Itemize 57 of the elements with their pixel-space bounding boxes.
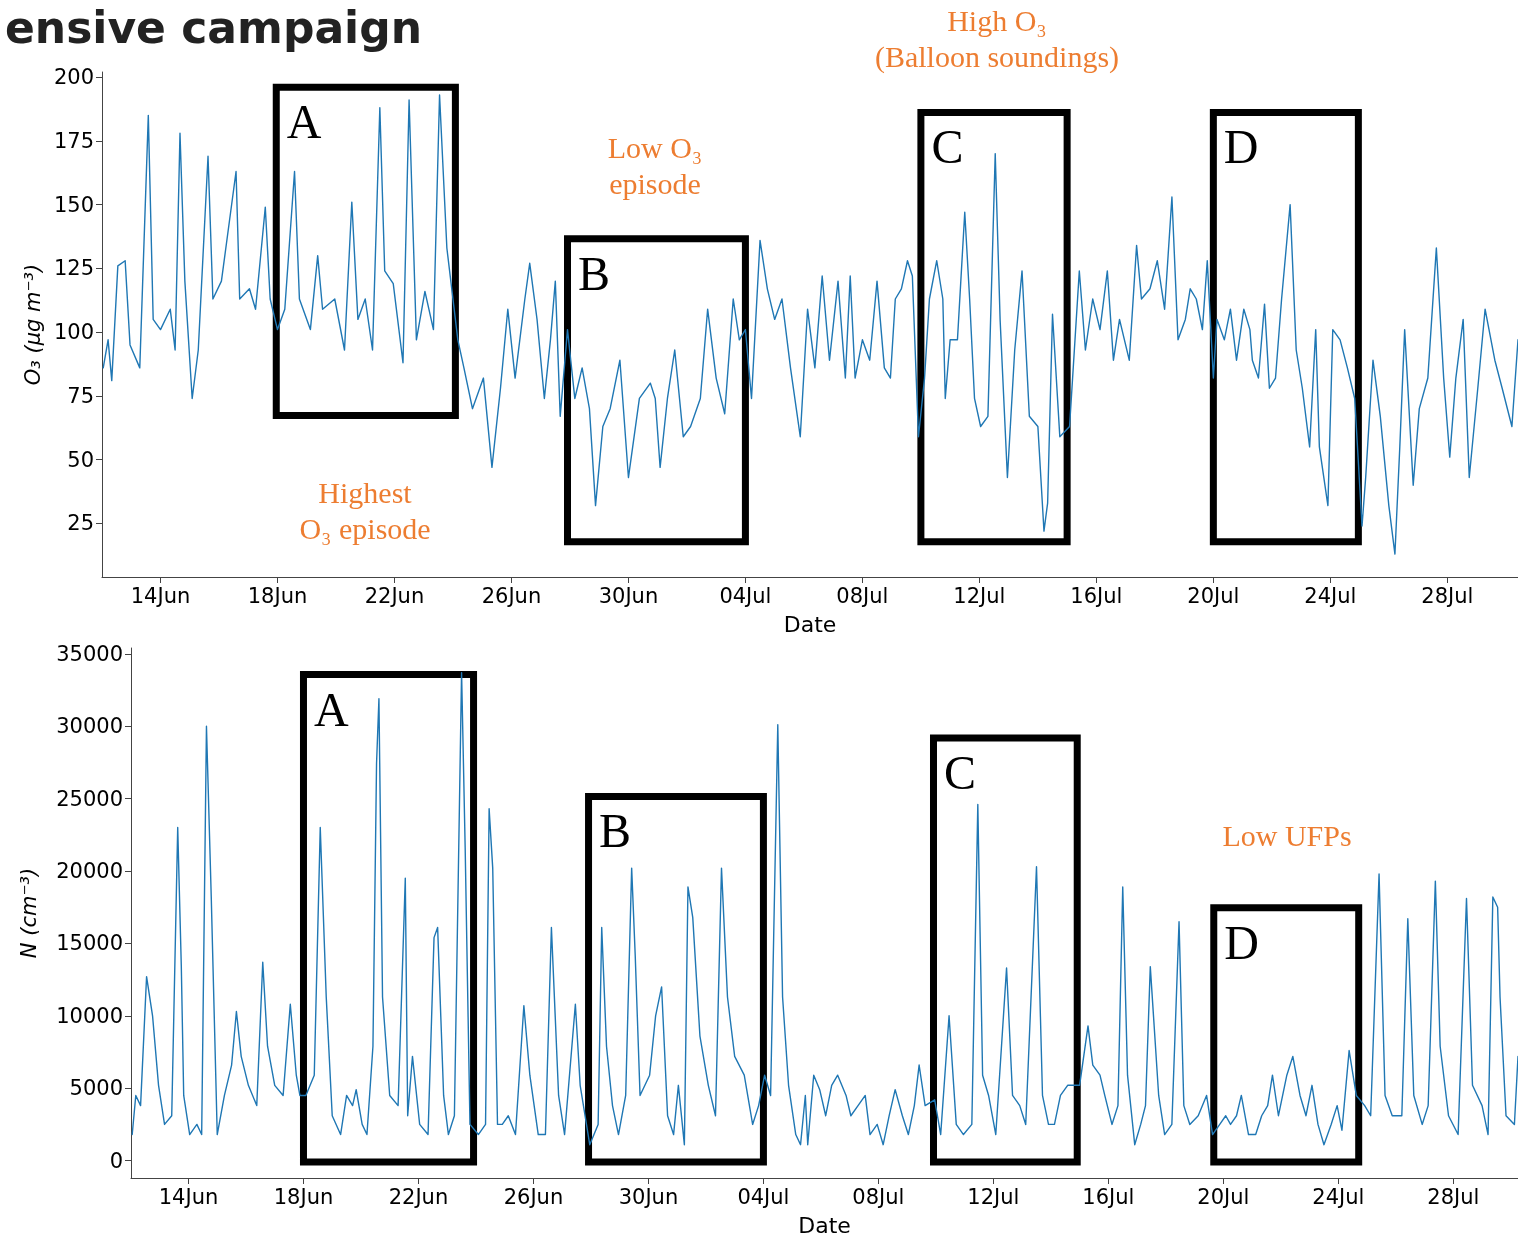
annotation: Low UFPs bbox=[1222, 818, 1352, 852]
x-tick-label: 12Jul bbox=[967, 1184, 1020, 1209]
x-tick-label: 20Jul bbox=[1187, 583, 1240, 608]
x-tick-label: 28Jul bbox=[1421, 583, 1474, 608]
y-tick-label: 125 bbox=[53, 256, 94, 281]
y-tick-label: 175 bbox=[53, 128, 94, 153]
y-tick-label: 10000 bbox=[56, 1003, 123, 1028]
x-tick-label: 16Jul bbox=[1082, 1184, 1135, 1209]
annotation: High O₃ (Balloon soundings) bbox=[874, 3, 1120, 74]
y-tick-label: 25000 bbox=[56, 786, 123, 811]
x-tick-label: 12Jul bbox=[953, 583, 1006, 608]
y-tick-label: 200 bbox=[53, 65, 94, 90]
x-tick-label: 18Jun bbox=[273, 1184, 334, 1209]
x-tick-label: 22Jun bbox=[364, 583, 425, 608]
x-tick-label: 04Jul bbox=[737, 1184, 790, 1209]
x-tick-label: 16Jul bbox=[1070, 583, 1123, 608]
band-label: D bbox=[1224, 915, 1259, 969]
band-label: C bbox=[931, 120, 964, 174]
x-tick-label: 14Jun bbox=[130, 583, 191, 608]
y-tick-label: 150 bbox=[53, 192, 94, 217]
y-axis-title: O₃ (μg m⁻³) bbox=[20, 263, 45, 386]
band-label: A bbox=[286, 95, 322, 149]
x-tick-label: 20Jul bbox=[1197, 1184, 1250, 1209]
y-tick-label: 15000 bbox=[56, 931, 123, 956]
x-tick-label: 08Jul bbox=[852, 1184, 905, 1209]
x-tick-label: 14Jun bbox=[158, 1184, 219, 1209]
y-tick-label: 75 bbox=[67, 383, 94, 408]
band-label: D bbox=[1223, 120, 1259, 174]
y-tick-label: 100 bbox=[53, 320, 94, 345]
y-tick-label: 5000 bbox=[69, 1076, 123, 1101]
x-tick-label: 04Jul bbox=[719, 583, 772, 608]
band-label: C bbox=[944, 746, 977, 800]
x-tick-label: 30Jun bbox=[598, 583, 659, 608]
x-tick-label: 24Jul bbox=[1304, 583, 1357, 608]
y-axis-title: N (cm⁻³) bbox=[16, 867, 41, 959]
band-label: B bbox=[578, 246, 611, 300]
y-tick-label: 25 bbox=[67, 511, 94, 536]
x-axis-title: Date bbox=[798, 1212, 851, 1238]
y-tick-label: 50 bbox=[67, 447, 94, 472]
y-tick-label: 20000 bbox=[56, 859, 123, 884]
x-tick-label: 28Jul bbox=[1427, 1184, 1480, 1209]
y-tick-label: 35000 bbox=[56, 641, 123, 666]
x-axis-title: Date bbox=[783, 611, 837, 637]
annotation: Low O₃ episode bbox=[607, 130, 703, 200]
x-tick-label: 26Jun bbox=[503, 1184, 564, 1209]
x-tick-label: 26Jun bbox=[481, 583, 542, 608]
x-tick-label: 18Jun bbox=[247, 583, 308, 608]
y-tick-label: 0 bbox=[109, 1148, 123, 1173]
band-label: A bbox=[313, 682, 349, 736]
x-tick-label: 30Jun bbox=[618, 1184, 679, 1209]
x-tick-label: 08Jul bbox=[836, 583, 889, 608]
y-tick-label: 30000 bbox=[56, 714, 123, 739]
chart-title: ensive campaign bbox=[5, 1, 422, 53]
band-label: B bbox=[599, 804, 632, 858]
x-tick-label: 22Jun bbox=[388, 1184, 449, 1209]
x-tick-label: 24Jul bbox=[1312, 1184, 1365, 1209]
annotation: Highest O₃ episode bbox=[299, 475, 431, 545]
